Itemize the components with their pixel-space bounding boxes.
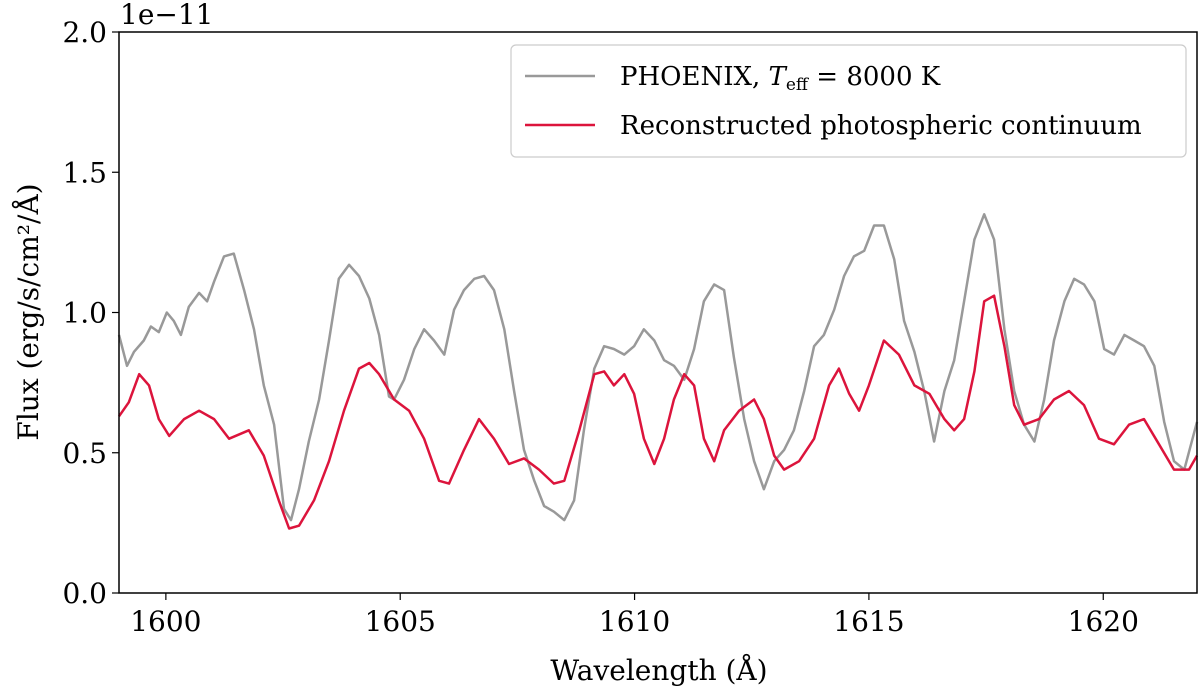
x-tick-label: 1610 xyxy=(599,605,670,638)
x-axis-ticks: 1600 1605 1610 1615 1620 xyxy=(130,593,1139,638)
series-layer xyxy=(117,213,1199,530)
y-tick-label: 0.5 xyxy=(62,437,107,470)
y-tick-label: 1.0 xyxy=(62,297,107,330)
legend: PHOENIX, Teff = 8000 K Reconstructed pho… xyxy=(510,44,1187,158)
series-line-phoenix xyxy=(117,213,1199,522)
y-axis-label: Flux (erg/s/cm²/Å) xyxy=(12,183,45,440)
legend-label-reconstructed: Reconstructed photospheric continuum xyxy=(620,111,1142,141)
y-tick-label: 2.0 xyxy=(62,16,107,49)
x-tick-label: 1605 xyxy=(365,605,436,638)
x-tick-label: 1620 xyxy=(1068,605,1139,638)
legend-box xyxy=(510,44,1187,158)
y-tick-label: 0.0 xyxy=(62,577,107,610)
series-line-reconstructed xyxy=(117,294,1199,530)
legend-label-phoenix: PHOENIX, Teff = 8000 K xyxy=(620,62,941,95)
x-tick-label: 1615 xyxy=(833,605,904,638)
x-axis-label: Wavelength (Å) xyxy=(550,654,767,687)
y-offset-text: 1e−11 xyxy=(120,0,213,31)
y-axis-ticks: 0.0 0.5 1.0 1.5 2.0 xyxy=(62,16,119,610)
y-tick-label: 1.5 xyxy=(62,156,107,189)
x-tick-label: 1600 xyxy=(130,605,201,638)
